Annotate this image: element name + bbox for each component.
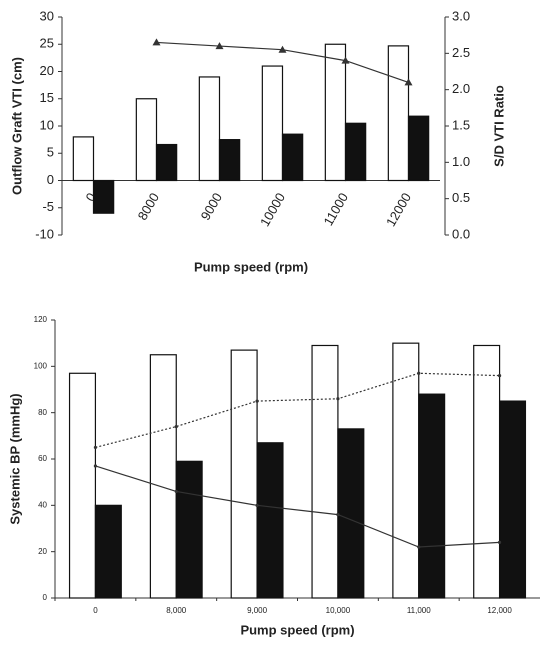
y-tick-label: 30 <box>40 8 54 23</box>
marker <box>417 545 421 549</box>
y-tick-label: 80 <box>38 408 47 417</box>
bar <box>198 76 221 182</box>
line <box>95 465 500 548</box>
y2-tick-label: 1.5 <box>452 117 470 132</box>
y-tick-label: -10 <box>35 226 54 241</box>
marker <box>336 513 340 517</box>
y2-axis-label: S/D VTI Ratio <box>491 85 506 167</box>
marker <box>336 397 340 401</box>
y-tick-label: 60 <box>38 454 47 463</box>
bar <box>94 504 122 599</box>
y2-tick-label: 3.0 <box>452 8 470 23</box>
x-tick-label: 9,000 <box>247 606 268 615</box>
y-axis-label: Outflow Graft VTI (cm) <box>9 57 24 195</box>
x-axis-label: Pump speed (rpm) <box>194 259 308 274</box>
y-tick-label: 40 <box>38 500 47 509</box>
bar <box>337 428 365 599</box>
y-tick-label: 10 <box>40 117 54 132</box>
y2-tick-label: 2.0 <box>452 81 470 96</box>
x-tick-label: 11,000 <box>407 606 431 615</box>
bar <box>387 45 410 182</box>
bar <box>149 354 177 599</box>
marker <box>93 464 98 468</box>
marker <box>417 371 421 375</box>
y-tick-label: 5 <box>47 145 54 160</box>
bar <box>324 43 347 182</box>
bar <box>155 143 178 182</box>
line <box>95 372 500 448</box>
bar <box>256 442 284 599</box>
bar <box>311 344 339 599</box>
y-tick-label: -5 <box>42 199 54 214</box>
bar <box>92 179 115 214</box>
bar <box>230 349 258 599</box>
y2-tick-label: 2.5 <box>452 45 470 60</box>
bar <box>473 344 501 599</box>
x-tick-label: 12,000 <box>487 606 512 615</box>
marker <box>255 503 259 507</box>
y-axis-label: Systemic BP (mmHg) <box>7 393 22 524</box>
y-tick-label: 120 <box>34 315 48 324</box>
bar <box>68 372 97 599</box>
marker <box>152 38 161 46</box>
x-tick-label: 10000 <box>257 190 288 229</box>
x-tick-label: 8,000 <box>166 606 187 615</box>
y2-tick-label: 0.5 <box>452 190 470 205</box>
y2-tick-label: 1.0 <box>452 154 470 169</box>
x-tick-label: 12000 <box>383 190 414 229</box>
marker <box>497 374 502 378</box>
bar <box>175 460 203 599</box>
y-tick-label: 20 <box>38 547 47 556</box>
x-tick-label: 0 <box>93 606 98 615</box>
marker <box>497 540 502 545</box>
bar <box>344 122 367 182</box>
x-tick-label: 8000 <box>135 190 162 223</box>
marker <box>174 489 178 494</box>
y-tick-label: 100 <box>34 361 48 370</box>
bar <box>218 139 241 182</box>
marker <box>93 445 98 450</box>
marker <box>404 78 413 86</box>
y-tick-label: 0 <box>47 172 54 187</box>
x-tick-label: 11000 <box>320 190 351 228</box>
marker <box>174 424 178 429</box>
bar <box>281 133 304 182</box>
bar <box>135 98 158 182</box>
y-tick-label: 20 <box>40 63 54 78</box>
y-tick-label: 0 <box>43 593 48 602</box>
x-tick-label: 9000 <box>198 190 225 223</box>
y-tick-label: 25 <box>40 36 54 51</box>
bar <box>418 393 446 599</box>
x-tick-label: 10,000 <box>326 606 351 615</box>
marker <box>215 42 224 50</box>
bar <box>72 136 95 182</box>
bar <box>407 115 430 182</box>
marker <box>341 56 350 64</box>
bar <box>261 65 284 182</box>
marker <box>278 45 287 53</box>
y2-tick-label: 0.0 <box>452 226 470 241</box>
x-axis-label: Pump speed (rpm) <box>240 622 354 637</box>
bar <box>498 400 527 599</box>
bar <box>392 342 420 599</box>
marker <box>255 399 259 403</box>
y-tick-label: 15 <box>40 90 54 105</box>
